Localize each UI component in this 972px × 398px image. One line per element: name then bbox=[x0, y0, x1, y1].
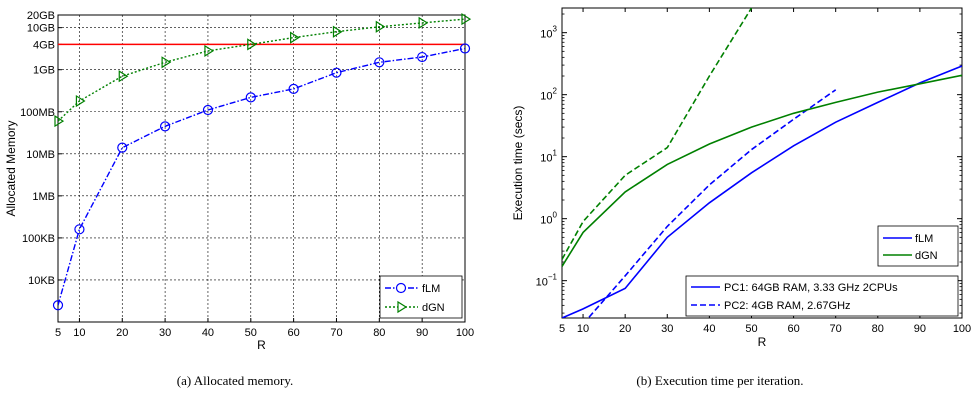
data-point-fLM bbox=[245, 92, 256, 103]
y-tick-label: 101 bbox=[540, 149, 557, 165]
x-tick-label: 40 bbox=[703, 323, 715, 335]
data-point-fLM bbox=[117, 142, 128, 153]
data-point-dGN bbox=[461, 12, 472, 26]
x-tick-label: 70 bbox=[330, 327, 342, 339]
y-tick-exponent: 1 bbox=[553, 149, 558, 158]
legend-label-dGN: dGN bbox=[422, 302, 445, 314]
legend-method-label-dGN: dGN bbox=[915, 250, 938, 262]
y-tick-exponent: −1 bbox=[548, 273, 558, 282]
legend-machine-label-1: PC2: 4GB RAM, 2.67GHz bbox=[724, 300, 851, 312]
x-tick-label: 100 bbox=[456, 327, 474, 339]
data-point-dGN bbox=[418, 16, 429, 29]
y-tick-label: 100MB bbox=[20, 107, 55, 119]
x-tick-label: 10 bbox=[73, 327, 85, 339]
y-axis-label: Execution time (secs) bbox=[511, 106, 525, 221]
data-point-fLM bbox=[52, 300, 64, 311]
data-point-fLM bbox=[74, 224, 85, 235]
y-tick-exponent: 2 bbox=[553, 87, 558, 96]
legend-methods-box bbox=[877, 225, 959, 267]
data-point-dGN bbox=[118, 70, 129, 83]
data-point-dGN bbox=[54, 115, 65, 128]
x-tick-label: 80 bbox=[872, 323, 884, 335]
legend-machines-box bbox=[685, 275, 959, 317]
x-tick-label: 80 bbox=[373, 327, 385, 339]
data-point-fLM bbox=[331, 67, 342, 78]
x-tick-label: 90 bbox=[416, 327, 428, 339]
x-tick-label: 20 bbox=[619, 323, 631, 335]
y-tick-label: 100 bbox=[540, 211, 557, 227]
x-tick-label: 10 bbox=[577, 323, 589, 335]
x-axis-label: R bbox=[257, 338, 266, 352]
series-line-dGN-PC1 bbox=[562, 74, 962, 267]
y-tick-base: 10 bbox=[540, 153, 552, 165]
plot-frame bbox=[561, 7, 963, 319]
caption-b: (b) Execution time per iteration. bbox=[636, 373, 803, 388]
legend-method-label-fLM: fLM bbox=[915, 233, 933, 245]
y-tick-label: 10KB bbox=[28, 275, 55, 287]
data-point-dGN bbox=[290, 31, 300, 44]
x-tick-label: 30 bbox=[159, 327, 171, 339]
series-line-fLM-PC1 bbox=[562, 65, 962, 318]
x-tick-label: 70 bbox=[830, 323, 842, 335]
data-point-fLM bbox=[459, 43, 471, 54]
data-point-dGN bbox=[75, 94, 86, 108]
y-tick-label: 10MB bbox=[26, 149, 55, 161]
y-tick-label: 10GB bbox=[27, 23, 55, 35]
data-point-dGN bbox=[375, 20, 386, 33]
data-point-fLM bbox=[160, 121, 171, 132]
allocated-memory-chart: 5 10 20 30 40 50 60 70 80 90 100 10KB 100KB 1MB 10MB 10… bbox=[4, 10, 474, 352]
legend-machine-label-0: PC1: 64GB RAM, 3.33 GHz 2CPUs bbox=[724, 282, 898, 294]
plot-frame bbox=[57, 14, 466, 323]
execution-time-chart: 5 10 20 30 40 50 60 70 80 90 10010−1100101102103RE… bbox=[511, 7, 971, 349]
x-tick-label: 60 bbox=[787, 323, 799, 335]
y-tick-exponent: 3 bbox=[553, 25, 558, 34]
data-point-dGN bbox=[161, 56, 172, 69]
y-tick-label: 1GB bbox=[33, 65, 55, 77]
series-line-dGN bbox=[58, 18, 465, 122]
y-tick-label: 103 bbox=[540, 25, 557, 41]
y-tick-label: 4GB bbox=[33, 39, 55, 51]
y-tick-label: 102 bbox=[540, 87, 557, 103]
data-point-fLM bbox=[288, 83, 299, 94]
series-line-fLM-PC2 bbox=[587, 89, 837, 318]
y-tick-label: 10−1 bbox=[536, 273, 558, 289]
x-tick-label: 100 bbox=[953, 323, 971, 335]
series-group bbox=[58, 18, 465, 306]
y-tick-exponent: 0 bbox=[553, 211, 558, 220]
legend-label-fLM: fLM bbox=[422, 283, 440, 295]
y-tick-label: 20GB bbox=[27, 10, 55, 22]
x-tick-label: 60 bbox=[288, 327, 300, 339]
data-point-fLM bbox=[202, 104, 214, 116]
data-point-fLM bbox=[417, 51, 428, 63]
y-axis-label: Allocated Memory bbox=[4, 120, 18, 216]
caption-a: (a) Allocated memory. bbox=[177, 373, 293, 388]
x-tick-label: 90 bbox=[914, 323, 926, 335]
data-point-dGN bbox=[204, 44, 215, 57]
data-point-fLM bbox=[374, 57, 385, 68]
data-point-dGN bbox=[247, 38, 257, 51]
series-group bbox=[562, 8, 962, 318]
legend-marker-dGN bbox=[397, 300, 408, 314]
x-tick-label: 30 bbox=[661, 323, 673, 335]
x-tick-label: 5 bbox=[55, 327, 61, 339]
y-tick-label: 100KB bbox=[22, 233, 55, 245]
x-tick-label: 50 bbox=[245, 327, 257, 339]
data-point-dGN bbox=[332, 25, 343, 38]
y-tick-base: 10 bbox=[540, 29, 552, 41]
x-tick-label: 5 bbox=[559, 323, 565, 335]
y-tick-base: 10 bbox=[536, 277, 548, 289]
legend-box bbox=[379, 275, 463, 319]
series-line-dGN-PC2 bbox=[562, 8, 753, 260]
x-axis-label: R bbox=[758, 335, 767, 349]
x-tick-label: 40 bbox=[202, 327, 214, 339]
x-tick-label: 20 bbox=[116, 327, 128, 339]
y-tick-base: 10 bbox=[540, 91, 552, 103]
legend-marker-fLM bbox=[395, 282, 407, 294]
series-line-fLM bbox=[58, 47, 465, 306]
y-tick-label: 1MB bbox=[32, 191, 55, 203]
y-tick-base: 10 bbox=[540, 215, 552, 227]
x-tick-label: 50 bbox=[745, 323, 757, 335]
